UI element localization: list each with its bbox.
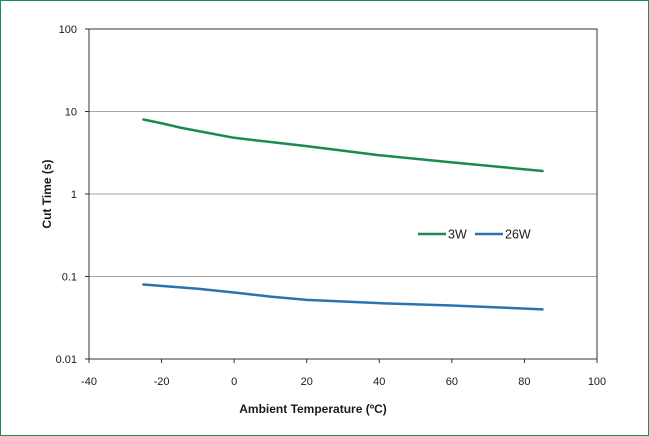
series-layer [142, 118, 544, 311]
x-axis-title: Ambient Temperature (ºC) [239, 402, 387, 416]
legend-label-26w: 26W [505, 228, 531, 242]
y-axis-title: Cut Time (s) [40, 159, 54, 228]
y-tick-label: 100 [59, 24, 77, 36]
x-tick-label: 80 [518, 376, 530, 388]
y-tick-label: 0.01 [56, 354, 77, 366]
x-tick-label: 0 [231, 376, 237, 388]
y-tick-label: 10 [65, 107, 77, 119]
x-tick-label: 100 [588, 376, 606, 388]
x-tick-label: 40 [373, 376, 385, 388]
x-tick-label: 60 [446, 376, 458, 388]
legend-label-3w: 3W [448, 228, 467, 242]
y-tick-label: 0.1 [62, 272, 77, 284]
series-line-3w [142, 118, 544, 173]
axis-layer [85, 28, 598, 363]
series-line-26w [142, 283, 544, 311]
label-layer: 0.01 0.1 1 10 100 -40 -20 0 20 40 60 80 100 Ambient T… [40, 24, 606, 416]
x-tick-label: -20 [154, 376, 170, 388]
x-tick-label: 20 [301, 376, 313, 388]
legend: 3W 26W [418, 228, 531, 242]
y-tick-label: 1 [71, 189, 77, 201]
x-tick-label: -40 [81, 376, 97, 388]
